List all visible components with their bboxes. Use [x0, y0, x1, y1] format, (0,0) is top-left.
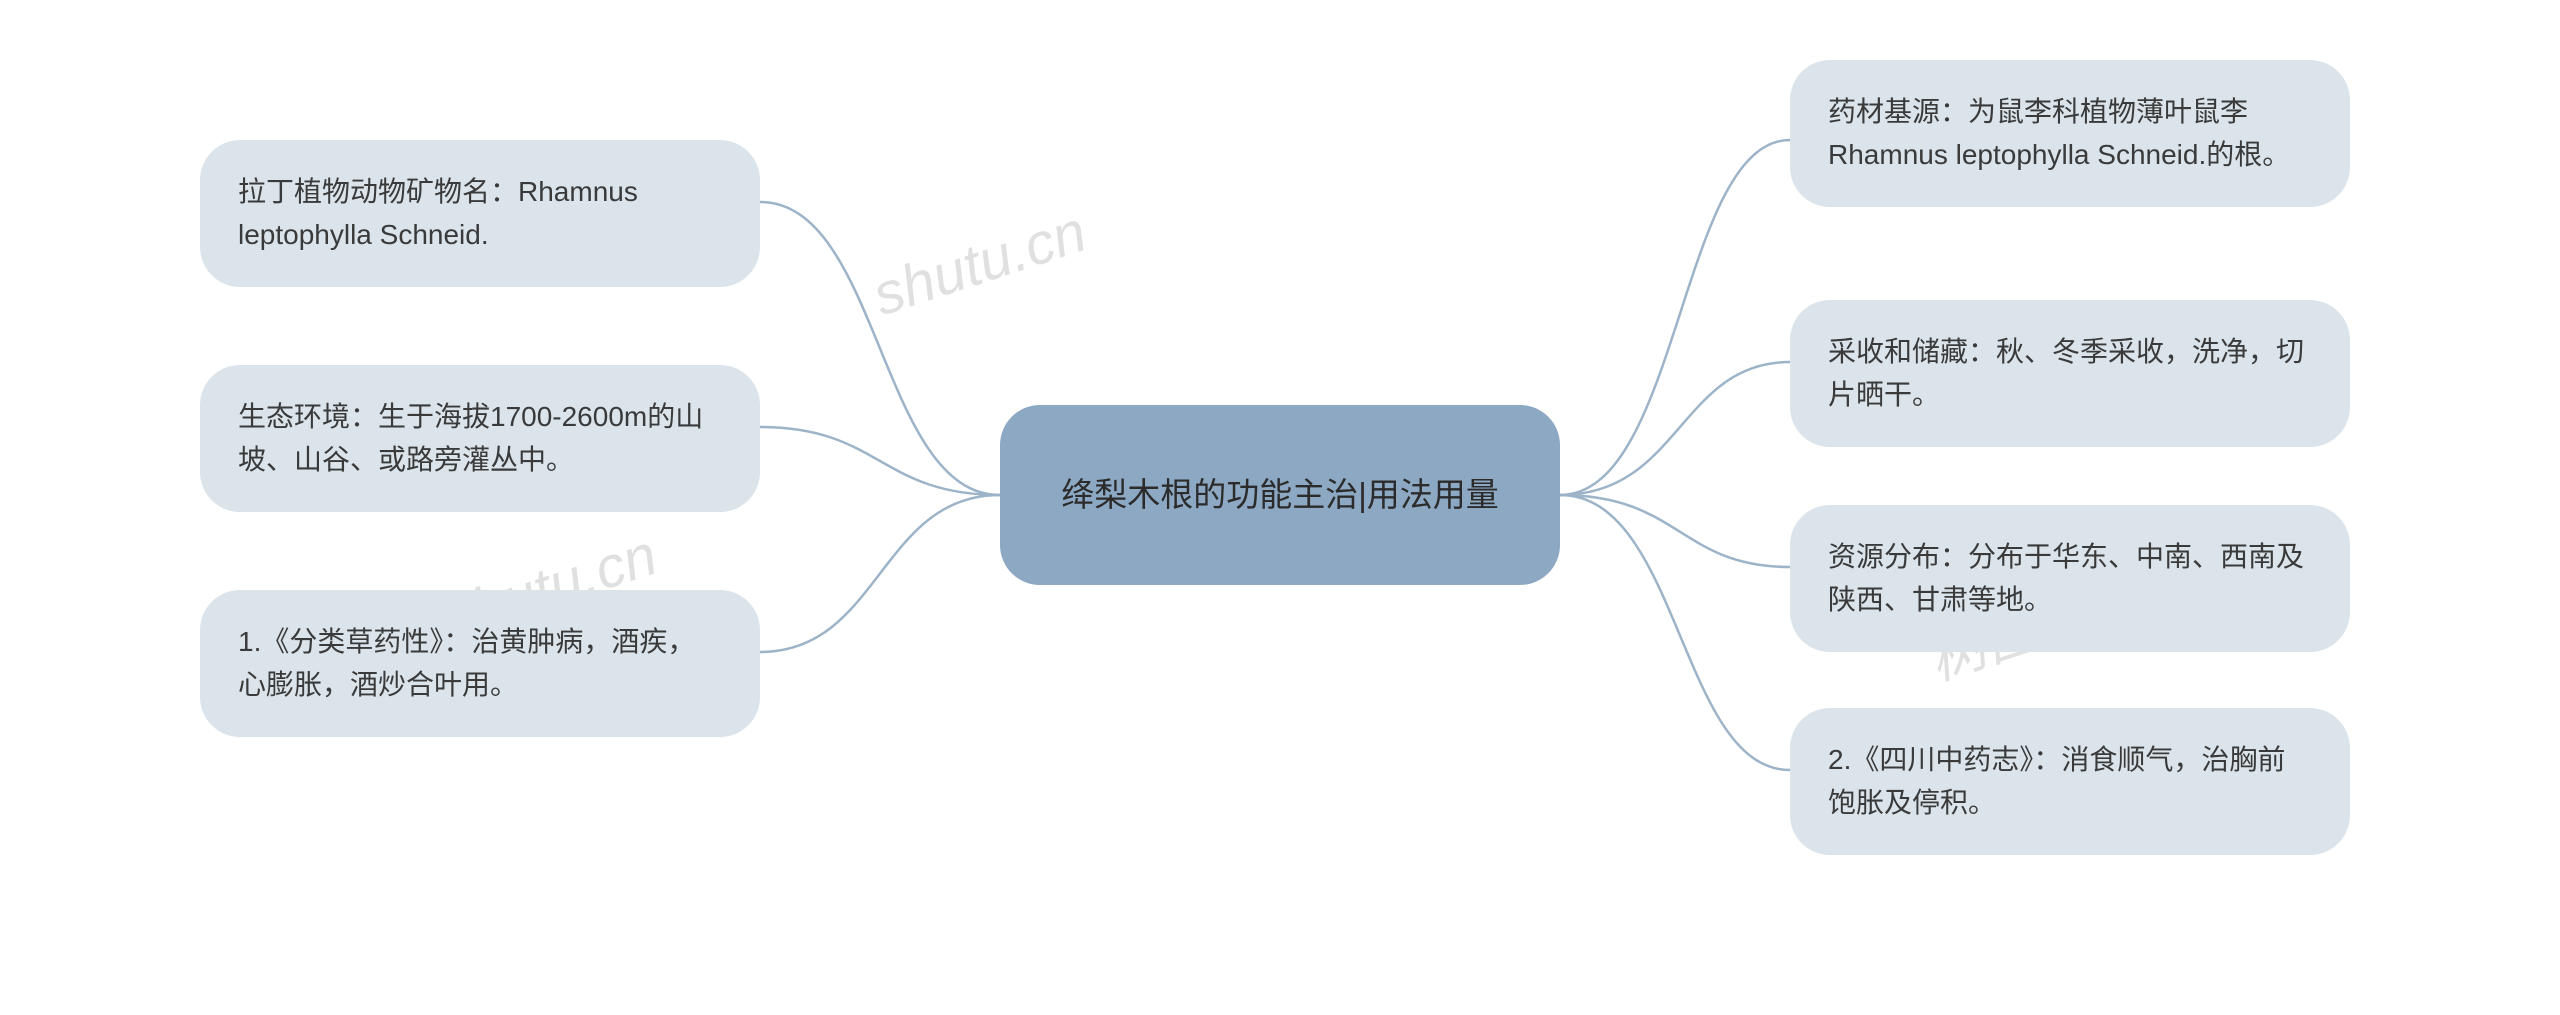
connector-l2: [760, 427, 1000, 495]
leaf-node-harvest[interactable]: 采收和储藏：秋、冬季采收，洗净，切片晒干。: [1790, 300, 2350, 447]
leaf-text: 拉丁植物动物矿物名：Rhamnus leptophylla Schneid.: [238, 176, 638, 250]
leaf-node-reference2[interactable]: 2.《四川中药志》：消食顺气，治胸前饱胀及停积。: [1790, 708, 2350, 855]
leaf-node-source[interactable]: 药材基源：为鼠李科植物薄叶鼠李Rhamnus leptophylla Schne…: [1790, 60, 2350, 207]
watermark: shutu.cn: [865, 198, 1094, 329]
connector-r4: [1560, 495, 1790, 770]
center-node[interactable]: 绛梨木根的功能主治|用法用量: [1000, 405, 1560, 585]
leaf-text: 生态环境：生于海拔1700-2600m的山坡、山谷、或路旁灌丛中。: [238, 401, 703, 475]
leaf-node-latin[interactable]: 拉丁植物动物矿物名：Rhamnus leptophylla Schneid.: [200, 140, 760, 287]
leaf-text: 2.《四川中药志》：消食顺气，治胸前饱胀及停积。: [1828, 744, 2285, 818]
connector-r2: [1560, 362, 1790, 495]
center-node-text: 绛梨木根的功能主治|用法用量: [1061, 469, 1499, 520]
leaf-text: 采收和储藏：秋、冬季采收，洗净，切片晒干。: [1828, 336, 2304, 410]
leaf-text: 药材基源：为鼠李科植物薄叶鼠李Rhamnus leptophylla Schne…: [1828, 96, 2290, 170]
leaf-node-habitat[interactable]: 生态环境：生于海拔1700-2600m的山坡、山谷、或路旁灌丛中。: [200, 365, 760, 512]
connector-r3: [1560, 495, 1790, 567]
connector-r1: [1560, 140, 1790, 495]
leaf-node-distribution[interactable]: 资源分布：分布于华东、中南、西南及陕西、甘肃等地。: [1790, 505, 2350, 652]
connector-l3: [760, 495, 1000, 652]
leaf-node-reference1[interactable]: 1.《分类草药性》：治黄肿病，酒疾，心膨胀，酒炒合叶用。: [200, 590, 760, 737]
leaf-text: 资源分布：分布于华东、中南、西南及陕西、甘肃等地。: [1828, 541, 2304, 615]
leaf-text: 1.《分类草药性》：治黄肿病，酒疾，心膨胀，酒炒合叶用。: [238, 626, 695, 700]
mindmap-canvas: 树图 shutu.cn shutu.cn 树图 shutu.cn 绛梨木根的功能…: [0, 0, 2560, 1015]
connector-l1: [760, 202, 1000, 495]
